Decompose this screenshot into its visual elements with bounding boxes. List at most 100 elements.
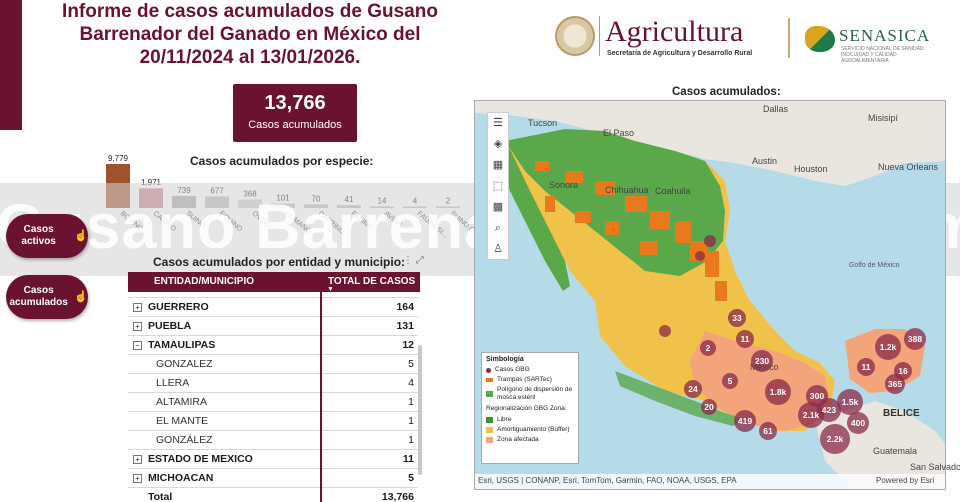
polygon-swatch-icon <box>486 391 493 397</box>
case-cluster-label[interactable]: 1.2k <box>879 342 897 352</box>
row-value: 1 <box>408 415 414 427</box>
table-row[interactable]: GONZÁLEZ 1 <box>128 431 418 450</box>
search-icon[interactable]: ⌕ <box>494 222 502 234</box>
case-cluster-label[interactable]: 11 <box>861 362 871 372</box>
map-attribution: Esri, USGS | CONANP, Esri, TomTom, Garmi… <box>478 476 737 485</box>
grid-icon[interactable]: ▩ <box>492 201 504 213</box>
total-cases-value: 13,766 <box>264 92 326 114</box>
map-legend: Simbología Casos GBG Trampas (SARTec) Po… <box>481 352 579 464</box>
row-value: 131 <box>396 320 414 332</box>
collapse-row-icon[interactable]: − <box>133 341 142 350</box>
legend-zone-title: Regionalización GBG Zona: <box>486 405 567 412</box>
map-place-label: Nueva Orleans <box>878 162 939 172</box>
table-row[interactable]: + MICHOACAN 5 <box>128 469 418 488</box>
row-value: 4 <box>408 377 414 389</box>
menu-icon[interactable]: ☰ <box>493 117 503 129</box>
map-place-label: San Salvador <box>910 462 960 472</box>
case-cluster-label[interactable]: 419 <box>737 416 753 426</box>
filter-icon[interactable]: ⋮ <box>403 255 413 266</box>
row-name: GUERRERO <box>148 301 209 313</box>
expand-row-icon[interactable]: + <box>133 455 142 464</box>
col-total-header[interactable]: TOTAL DE CASOS <box>328 276 416 287</box>
logo-divider <box>788 18 790 58</box>
species-chart-title: Casos acumulados por especie: <box>190 154 374 168</box>
row-value: 5 <box>408 472 414 484</box>
cases-map[interactable]: 33 11 2 230 24 5 20 419 61 1.8k 300 2.1k 423 1.5k 400 2… <box>474 100 946 490</box>
table-icon[interactable]: ▦ <box>492 159 504 171</box>
case-cluster-label[interactable]: 1.8k <box>769 387 787 397</box>
hand-pointer-icon: ☝ <box>74 291 88 303</box>
case-cluster-label[interactable]: 230 <box>754 356 770 366</box>
expand-icon[interactable]: ⤢ <box>415 255 424 266</box>
column-divider <box>320 292 322 502</box>
map-place-label: México <box>750 362 779 372</box>
libre-swatch-icon <box>486 417 493 423</box>
agricultura-subtitle: Secretaría de Agricultura y Desarrollo R… <box>607 50 753 57</box>
layers-icon[interactable]: ◈ <box>493 138 503 150</box>
case-cluster-label[interactable]: 16 <box>898 366 908 376</box>
case-cluster-label[interactable]: 365 <box>887 379 903 389</box>
casos-acumulados-button[interactable]: Casos acumulados ☝ <box>6 275 88 319</box>
case-cluster-label[interactable]: 423 <box>821 405 837 415</box>
table-row[interactable]: GONZALEZ 5 <box>128 355 418 374</box>
case-cluster-label[interactable]: 2.2k <box>826 434 844 444</box>
left-accent-strip <box>0 0 22 130</box>
total-cases-label: Casos acumulados <box>248 119 342 131</box>
case-cluster-label[interactable]: 300 <box>809 391 825 401</box>
row-value: 1 <box>408 396 414 408</box>
table-row-partial[interactable] <box>128 290 418 298</box>
row-value: 11 <box>402 453 414 465</box>
table-row[interactable]: EL MANTE 1 <box>128 412 418 431</box>
map-title: Casos acumulados: <box>672 86 781 98</box>
powered-by-esri[interactable]: Powered by Esri <box>876 476 935 485</box>
trap-marker-icon <box>486 378 493 382</box>
table-row[interactable]: LLERA 4 <box>128 374 418 393</box>
sort-desc-icon[interactable]: ▼ <box>327 286 334 293</box>
case-cluster-label[interactable]: 2 <box>705 343 711 353</box>
case-cluster-label[interactable]: 400 <box>850 418 866 428</box>
person-icon[interactable]: ♙ <box>493 243 503 255</box>
case-cluster-label[interactable]: 11 <box>740 334 750 344</box>
baja-california <box>495 149 570 291</box>
senasica-subtitle: SERVICIO NACIONAL DE SANIDAD, INOCUIDAD … <box>841 46 925 64</box>
case-cluster-label[interactable]: 388 <box>907 334 923 344</box>
row-name: ESTADO DE MEXICO <box>148 453 253 465</box>
row-value: 12 <box>402 339 414 351</box>
legend-label-libre: Libre <box>497 416 512 423</box>
case-cluster-label[interactable]: 5 <box>727 376 733 386</box>
total-label: Total <box>148 491 173 502</box>
table-row[interactable]: + GUERRERO 164 <box>128 298 418 317</box>
bar-value-label: 1,971 <box>141 178 162 187</box>
row-value: 1 <box>408 434 414 446</box>
expand-row-icon[interactable]: + <box>133 303 142 312</box>
table-row[interactable]: − TAMAULIPAS 12 <box>128 336 418 355</box>
case-cluster-label[interactable]: 20 <box>704 402 714 412</box>
expand-row-icon[interactable]: + <box>133 322 142 331</box>
row-name: TAMAULIPAS <box>148 339 216 351</box>
table-scrollbar[interactable] <box>418 345 422 475</box>
row-value: 5 <box>408 358 414 370</box>
table-row[interactable]: + PUEBLA 131 <box>128 317 418 336</box>
expand-row-icon[interactable]: + <box>133 474 142 483</box>
case-cluster-label[interactable]: 61 <box>763 426 773 436</box>
table-row[interactable]: + ESTADO DE MEXICO 11 <box>128 450 418 469</box>
legend-label-afectada: Zona afectada <box>497 436 539 443</box>
logo-area: Agricultura Secretaría de Agricultura y … <box>555 12 945 70</box>
case-cluster-label[interactable]: 1.5k <box>841 397 859 407</box>
report-title: Informe de casos acumulados de Gusano Ba… <box>62 1 438 68</box>
legend-item-buffer: Amortiguamiento (Buffer) <box>486 426 574 434</box>
casos-acumulados-label: Casos acumulados <box>9 285 68 308</box>
select-icon[interactable]: ⬚ <box>492 180 504 192</box>
col-entidad-header[interactable]: ENTIDAD/MUNICIPIO <box>154 276 254 287</box>
mexico-libre-zone <box>505 129 725 276</box>
legend-label-poligono: Polígono de dispersión de mosca estéril <box>497 386 573 401</box>
case-cluster-label[interactable]: 2.1k <box>802 410 820 420</box>
table-row[interactable]: ALTAMIRA 1 <box>128 393 418 412</box>
casos-activos-button[interactable]: Casos activos ☝ <box>6 214 88 258</box>
us-land <box>475 101 945 186</box>
case-cluster-label[interactable]: 24 <box>688 384 698 394</box>
row-name: GONZALEZ <box>156 358 213 370</box>
case-cluster-label[interactable]: 33 <box>732 313 742 323</box>
row-name: ALTAMIRA <box>156 396 207 408</box>
agricultura-logo-text: Agricultura <box>605 15 744 48</box>
